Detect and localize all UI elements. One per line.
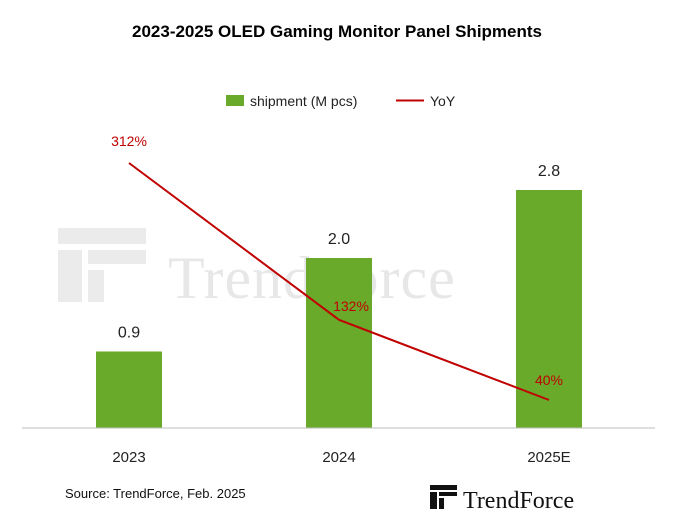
yoy-label-2025e: 40% bbox=[535, 372, 563, 388]
yoy-line bbox=[128, 162, 550, 401]
bars bbox=[96, 190, 582, 428]
legend-label-yoy: YoY bbox=[430, 93, 456, 109]
x-tick-2025e: 2025E bbox=[527, 449, 570, 466]
legend-swatch-shipment bbox=[226, 95, 244, 106]
bar-2025e bbox=[516, 190, 582, 428]
source-note: Source: TrendForce, Feb. 2025 bbox=[65, 486, 246, 501]
legend: shipment (M pcs) YoY bbox=[226, 93, 456, 109]
x-tick-2024: 2024 bbox=[322, 449, 355, 466]
watermark: TrendForce bbox=[58, 228, 455, 311]
brand-logo-mark bbox=[430, 485, 457, 509]
bar-value-label-2024: 2.0 bbox=[328, 231, 350, 248]
bar-value-label-2023: 0.9 bbox=[118, 325, 140, 342]
x-tick-2023: 2023 bbox=[112, 449, 145, 466]
bar-2023 bbox=[96, 351, 162, 428]
x-tick-labels: 2023 2024 2025E bbox=[112, 449, 570, 466]
watermark-logo-mark bbox=[58, 228, 146, 302]
brand-logo: TrendForce bbox=[430, 485, 574, 514]
bar-2024 bbox=[306, 258, 372, 428]
legend-label-shipment: shipment (M pcs) bbox=[250, 93, 357, 109]
bar-value-label-2025e: 2.8 bbox=[538, 163, 560, 180]
bar-value-labels: 0.9 2.0 2.8 bbox=[118, 163, 560, 342]
brand-logo-text: TrendForce bbox=[463, 488, 574, 514]
yoy-label-2023: 312% bbox=[111, 133, 147, 149]
yoy-series: 312% 132% 40% bbox=[111, 133, 563, 401]
yoy-label-2024: 132% bbox=[333, 298, 369, 314]
chart-title: 2023-2025 OLED Gaming Monitor Panel Ship… bbox=[132, 22, 542, 41]
